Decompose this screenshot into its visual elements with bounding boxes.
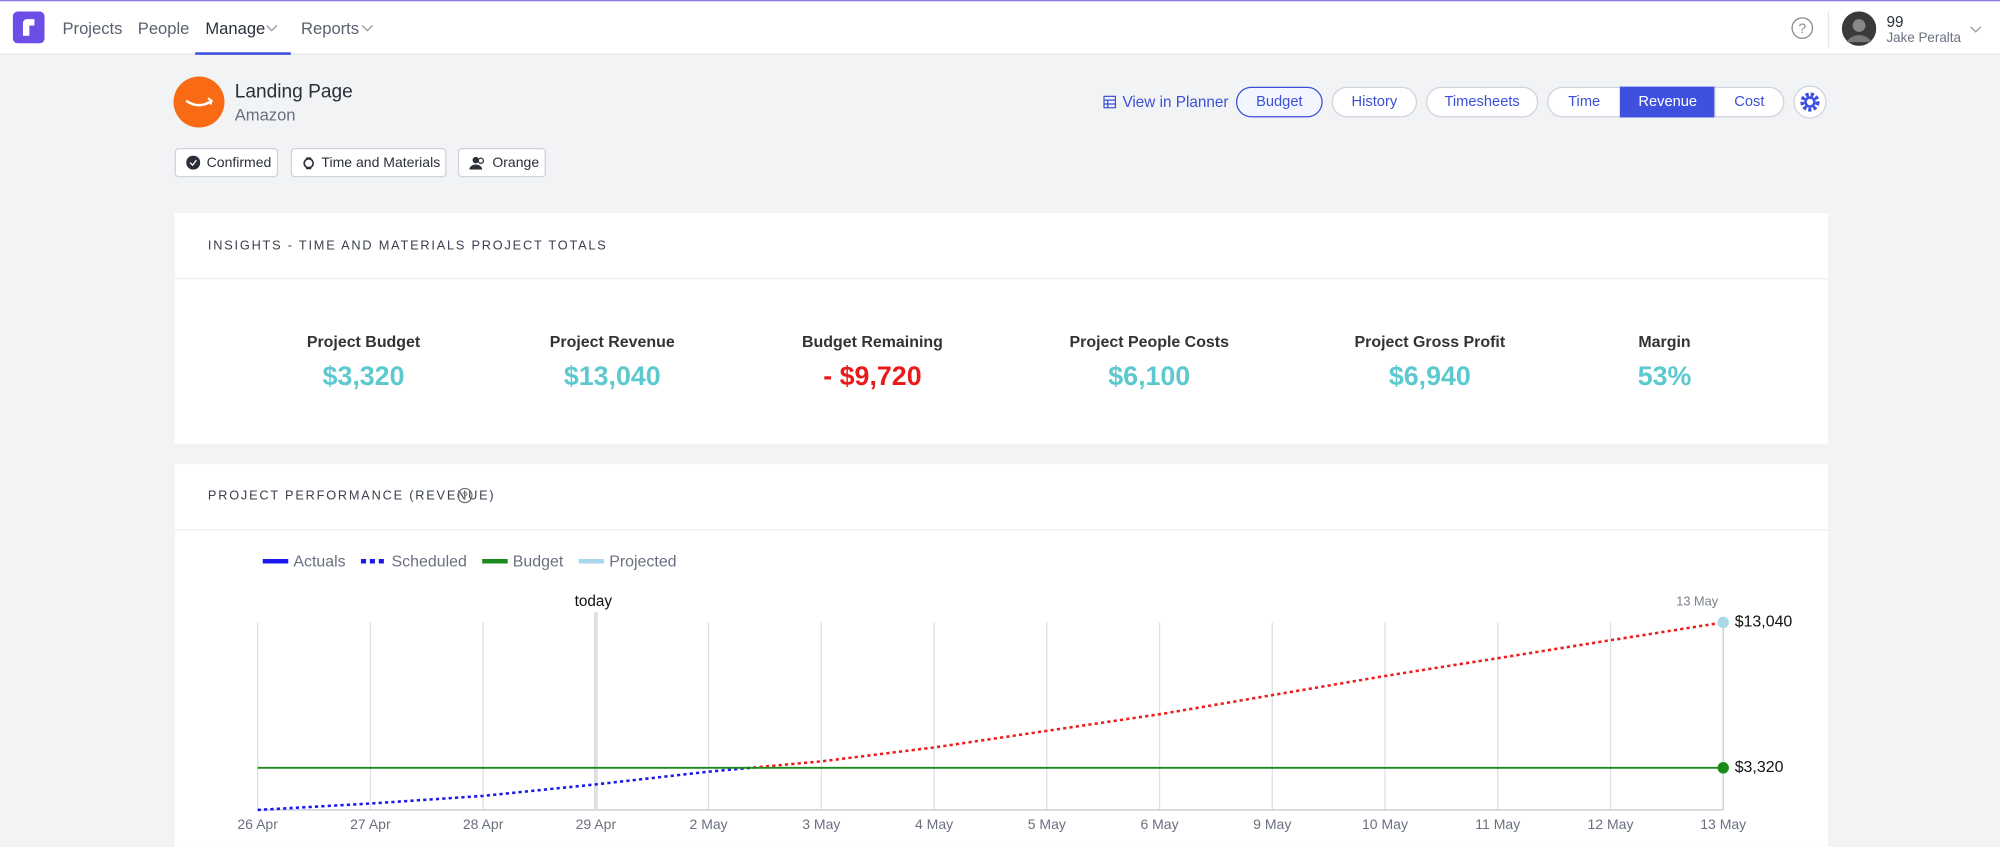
metric-label: Budget Remaining [802, 332, 943, 351]
metric-value: $6,100 [1108, 362, 1191, 392]
metric-value: $6,940 [1388, 362, 1471, 392]
x-tick-label: 12 May [1587, 816, 1633, 832]
annotation: 13 May [1676, 593, 1718, 608]
client-logo [173, 76, 225, 128]
divider [1827, 11, 1830, 48]
legend-label: Scheduled [392, 554, 467, 571]
check-icon [186, 155, 201, 170]
x-tick-label: 10 May [1362, 816, 1408, 832]
metric-value: - $9,720 [823, 362, 922, 392]
annotation: today [575, 593, 613, 610]
metric-label: Project Budget [306, 332, 421, 351]
value-label: $3,320 [1735, 759, 1784, 776]
chevron [361, 25, 373, 32]
section-title: INSIGHTS - TIME AND MATERIALS PROJECT TO… [207, 239, 608, 254]
x-tick-label: 27 Apr [350, 816, 391, 832]
help-icon[interactable]: ? [1791, 17, 1814, 40]
x-tick-label: 2 May [690, 816, 728, 832]
help-icon[interactable]: ? [457, 487, 474, 504]
nav-item[interactable]: Projects [62, 18, 123, 38]
legend-label: Projected [609, 554, 676, 571]
logo[interactable] [12, 11, 45, 44]
client-name: Amazon [234, 105, 296, 125]
series-line [257, 621, 1724, 812]
end-marker [1717, 616, 1729, 629]
tab-button[interactable]: History [1331, 86, 1418, 118]
x-tick-label: 11 May [1475, 816, 1520, 832]
legend-label: Budget [513, 554, 564, 571]
tag-label: Orange [492, 154, 540, 171]
end-marker [1717, 762, 1729, 774]
user-count: 99 [1886, 12, 1904, 31]
insights-card [174, 213, 1828, 444]
performance-card [174, 464, 1828, 847]
x-tick-label: 26 Apr [237, 816, 278, 832]
view-button[interactable]: Revenue [1619, 86, 1716, 118]
legend-label: Actuals [293, 554, 345, 571]
x-tick-label: 4 May [915, 816, 953, 832]
tag: Time and Materials [290, 147, 447, 178]
nav-item[interactable]: Manage [205, 18, 266, 38]
value-label: $13,040 [1735, 614, 1793, 631]
planner-icon [1103, 95, 1117, 109]
svg-text:?: ? [1798, 20, 1806, 36]
divider [174, 529, 1828, 531]
people-icon [469, 156, 485, 170]
x-tick-label: 28 Apr [463, 816, 504, 832]
x-tick-label: 9 May [1253, 816, 1291, 832]
view-button[interactable]: Time [1547, 86, 1622, 118]
x-tick-label: 29 Apr [576, 816, 617, 832]
user-name: Jake Peralta [1886, 30, 1961, 46]
project-title: Landing Page [234, 80, 353, 103]
view-button[interactable]: Cost [1714, 86, 1785, 118]
x-tick-label: 6 May [1140, 816, 1178, 832]
tag: Orange [457, 147, 546, 178]
top-nav: Projects People Manage Reports ? 99 Jake… [0, 0, 2000, 55]
tab-button[interactable]: Budget [1235, 86, 1323, 118]
metric-label: Project People Costs [1069, 332, 1229, 351]
metric-value: $13,040 [563, 362, 661, 392]
metric-value: 53% [1637, 362, 1692, 392]
section-title: PROJECT PERFORMANCE (REVENUE) [207, 489, 496, 504]
metric-label: Project Revenue [549, 332, 675, 351]
nav-item[interactable]: Reports [301, 18, 360, 38]
tab-button[interactable]: Timesheets [1426, 86, 1539, 118]
active-underline [195, 52, 291, 55]
x-tick-label: 13 May [1700, 816, 1746, 832]
avatar[interactable] [1841, 11, 1877, 46]
metric-label: Margin [1638, 332, 1691, 351]
svg-text:?: ? [462, 491, 468, 502]
tag-label: Time and Materials [321, 154, 441, 171]
x-tick-label: 5 May [1028, 816, 1066, 832]
metric-value: $3,320 [322, 362, 405, 392]
tag-label: Confirmed [206, 154, 272, 171]
chevron[interactable] [1969, 24, 1982, 34]
nav-item[interactable]: People [137, 18, 190, 38]
chevron [266, 25, 278, 32]
settings-button[interactable] [1793, 85, 1827, 119]
metric-label: Project Gross Profit [1354, 332, 1506, 351]
watch-icon [303, 156, 314, 169]
divider [174, 278, 1828, 280]
view-in-planner[interactable]: View in Planner [1122, 93, 1229, 111]
x-tick-label: 3 May [802, 816, 840, 832]
tag: Confirmed [174, 147, 279, 178]
